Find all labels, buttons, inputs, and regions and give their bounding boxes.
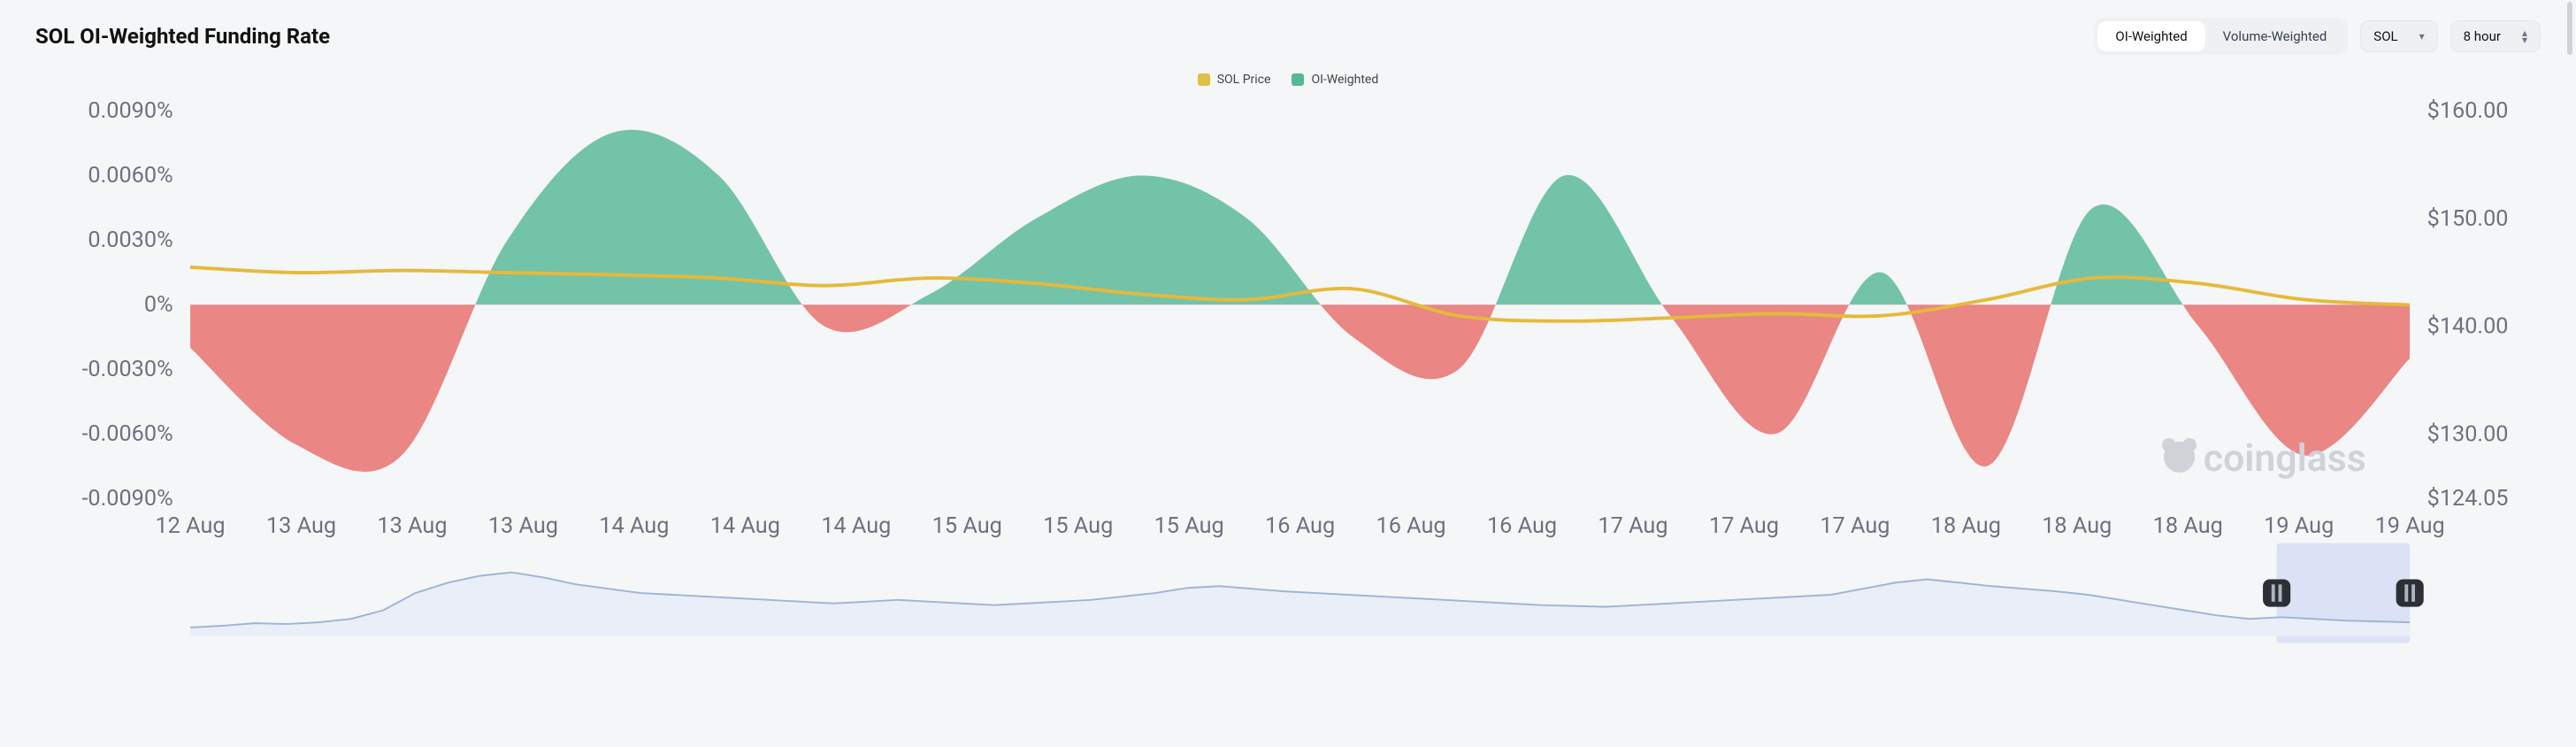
svg-text:$130.00: $130.00 [2427, 421, 2509, 447]
svg-text:$140.00: $140.00 [2427, 314, 2509, 340]
svg-text:-0.0060%: -0.0060% [81, 421, 172, 447]
stepper-icon: ▴▾ [2522, 29, 2527, 43]
interval-select-value: 8 hour [2464, 28, 2501, 44]
range-handle[interactable] [2396, 580, 2424, 607]
svg-text:0.0060%: 0.0060% [88, 163, 172, 189]
legend-swatch-oi [1292, 73, 1304, 86]
chart-area: -0.0090% -0.0060% -0.0030% 0% 0.0030% 0.0060%… [35, 94, 2541, 679]
svg-text:$150.00: $150.00 [2427, 206, 2509, 232]
chart-header: SOL OI-Weighted Funding Rate OI-Weighted… [35, 18, 2541, 55]
svg-text:16 Aug: 16 Aug [1265, 513, 1335, 539]
svg-text:18 Aug: 18 Aug [2042, 513, 2112, 539]
interval-select[interactable]: 8 hour ▴▾ [2450, 20, 2541, 52]
svg-text:17 Aug: 17 Aug [1598, 513, 1668, 539]
svg-text:12 Aug: 12 Aug [155, 513, 225, 539]
svg-text:-0.0030%: -0.0030% [81, 357, 172, 382]
seg-opt-oi-weighted[interactable]: OI-Weighted [2097, 21, 2204, 51]
legend-label-oi: OI-Weighted [1311, 73, 1378, 87]
svg-text:coinglass: coinglass [2204, 436, 2366, 481]
svg-text:14 Aug: 14 Aug [710, 513, 780, 539]
legend-label-price: SOL Price [1217, 73, 1271, 87]
svg-text:13 Aug: 13 Aug [488, 513, 558, 539]
svg-text:0%: 0% [144, 292, 173, 318]
svg-text:0.0090%: 0.0090% [88, 98, 172, 124]
symbol-select[interactable]: SOL ▾ [2360, 20, 2437, 52]
svg-text:$124.05: $124.05 [2427, 486, 2509, 512]
svg-text:-0.0090%: -0.0090% [81, 486, 172, 512]
svg-text:15 Aug: 15 Aug [1043, 513, 1113, 539]
range-handle[interactable] [2263, 580, 2290, 607]
svg-text:0.0030%: 0.0030% [88, 227, 172, 253]
svg-text:16 Aug: 16 Aug [1487, 513, 1557, 539]
svg-text:13 Aug: 13 Aug [377, 513, 447, 539]
page-title: SOL OI-Weighted Funding Rate [35, 24, 330, 49]
svg-text:17 Aug: 17 Aug [1820, 513, 1890, 539]
legend-item-price[interactable]: SOL Price [1198, 73, 1271, 87]
legend-swatch-price [1198, 73, 1210, 86]
symbol-select-value: SOL [2373, 28, 2397, 44]
seg-opt-volume-weighted[interactable]: Volume-Weighted [2205, 21, 2345, 51]
svg-text:15 Aug: 15 Aug [932, 513, 1002, 539]
svg-text:15 Aug: 15 Aug [1154, 513, 1224, 539]
legend-item-oi[interactable]: OI-Weighted [1292, 73, 1378, 87]
svg-text:16 Aug: 16 Aug [1376, 513, 1446, 539]
svg-text:18 Aug: 18 Aug [2153, 513, 2223, 539]
svg-text:14 Aug: 14 Aug [599, 513, 669, 539]
funding-rate-chart: -0.0090% -0.0060% -0.0030% 0% 0.0030% 0.0060%… [35, 94, 2541, 679]
chevron-down-icon: ▾ [2419, 30, 2425, 42]
svg-text:$160.00: $160.00 [2427, 98, 2509, 124]
svg-text:18 Aug: 18 Aug [1931, 513, 2001, 539]
window-scrollbar[interactable] [2565, 0, 2574, 747]
svg-text:19 Aug: 19 Aug [2375, 513, 2445, 539]
controls: OI-Weighted Volume-Weighted SOL ▾ 8 hour… [2094, 18, 2541, 55]
weighting-segmented: OI-Weighted Volume-Weighted [2094, 18, 2348, 55]
chart-legend: SOL Price OI-Weighted [35, 73, 2541, 87]
svg-text:19 Aug: 19 Aug [2264, 513, 2334, 539]
svg-text:13 Aug: 13 Aug [266, 513, 336, 539]
svg-text:17 Aug: 17 Aug [1709, 513, 1779, 539]
svg-text:14 Aug: 14 Aug [821, 513, 891, 539]
